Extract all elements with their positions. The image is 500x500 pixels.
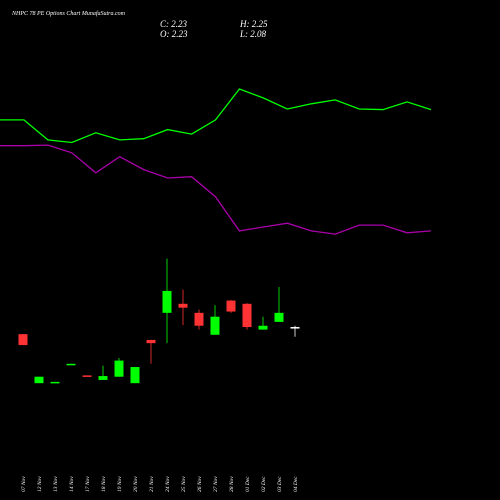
x-tick-label: 04 Dec — [292, 476, 299, 492]
x-tick-label: 19 Nov — [117, 476, 123, 492]
x-tick-label: 14 Nov — [68, 476, 75, 492]
x-tick-label: 13 Nov — [53, 476, 59, 492]
x-tick-label: 25 Nov — [181, 476, 187, 492]
candle-body — [130, 367, 140, 384]
candle-body — [258, 325, 268, 330]
x-tick-label: 24 Nov — [164, 476, 171, 492]
low-label: L: 2.08 — [239, 29, 267, 39]
candle-body — [178, 303, 188, 308]
x-tick-label: 12 Nov — [37, 476, 43, 492]
x-tick-label: 17 Nov — [85, 476, 91, 492]
candle-body — [34, 376, 44, 384]
x-tick-label: 01 Dec — [245, 476, 251, 492]
candle-body — [274, 312, 284, 322]
candle-body — [210, 316, 220, 335]
candle-body — [66, 363, 76, 366]
open-label: O: 2.23 — [160, 29, 188, 39]
candle-body — [114, 360, 124, 377]
candle-body — [82, 375, 92, 377]
x-tick-label: 26 Nov — [197, 476, 203, 492]
indicator-line — [0, 88, 432, 144]
x-tick-label: 28 Nov — [229, 476, 235, 492]
candle-body — [290, 327, 300, 329]
close-label: C: 2.23 — [160, 19, 188, 29]
x-tick-label: 21 Nov — [149, 476, 155, 492]
chart-title: NHPC 78 PE Options Chart MunafaSutra.com — [11, 10, 126, 17]
candle-body — [18, 334, 28, 346]
x-tick-label: 03 Dec — [277, 476, 283, 492]
x-tick-label: 07 Nov — [21, 476, 27, 492]
candle-body — [50, 381, 60, 384]
indicator-line — [0, 144, 432, 235]
x-tick-label: 27 Nov — [213, 476, 219, 492]
candle-body — [162, 290, 172, 313]
candle-body — [98, 376, 108, 380]
candle-body — [146, 339, 156, 344]
candle-body — [226, 300, 236, 312]
high-label: H: 2.25 — [239, 19, 268, 29]
candle-body — [242, 303, 252, 328]
candle-body — [194, 312, 204, 326]
x-tick-label: 02 Dec — [261, 476, 267, 492]
x-tick-label: 18 Nov — [101, 476, 107, 492]
x-tick-label: 20 Nov — [133, 476, 139, 492]
